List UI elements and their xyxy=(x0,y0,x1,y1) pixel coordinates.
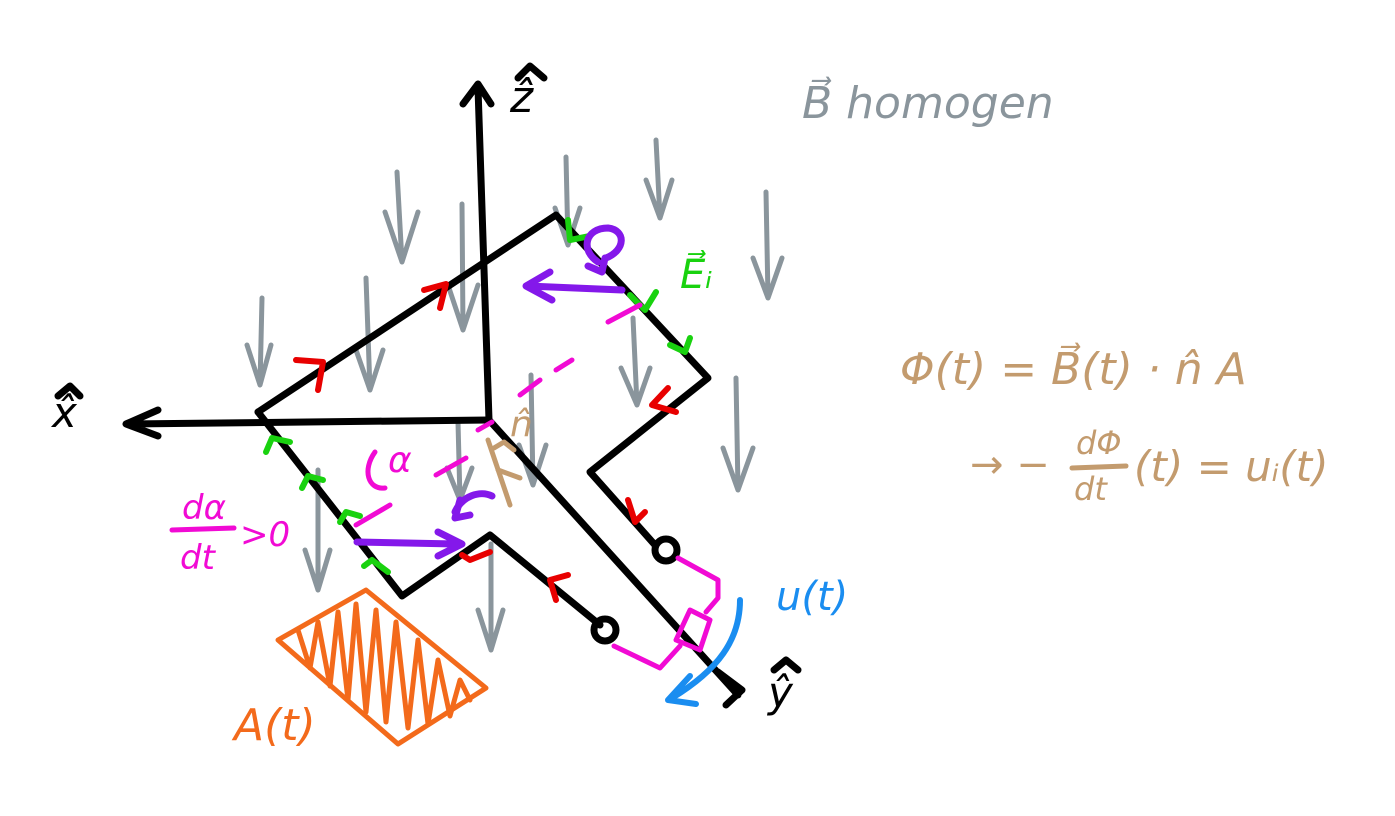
gt-zero-label: >0 xyxy=(240,515,291,555)
chevron-icon xyxy=(667,335,693,355)
down-arrow-icon xyxy=(382,169,421,265)
coordinate-axes xyxy=(122,80,746,709)
conductor-loop xyxy=(254,211,712,645)
chevron-icon xyxy=(459,549,493,563)
angle-construction xyxy=(353,302,643,528)
normal-label: n̂ xyxy=(510,404,533,445)
chevron-icon xyxy=(625,497,648,525)
down-arrow-icon xyxy=(353,275,386,393)
down-arrow-icon xyxy=(475,541,506,653)
chevron-icon xyxy=(421,281,449,311)
z-axis xyxy=(459,80,495,424)
field-label: B⃗ homogen xyxy=(802,78,1054,129)
load-resistor xyxy=(611,555,721,671)
chevron-icon xyxy=(627,289,659,313)
chevron-icon xyxy=(337,509,363,525)
rotation-arrows xyxy=(353,224,626,560)
dphi-label: dΦ xyxy=(1076,424,1122,462)
induced-field-label: E⃗ᵢ xyxy=(680,252,713,298)
axis-label-x: x̂ xyxy=(52,388,77,437)
normal-vector xyxy=(485,437,523,508)
induced-field-arrows xyxy=(263,217,693,575)
velocity-arrow-top xyxy=(522,268,626,304)
terminal-circle-icon xyxy=(651,535,681,565)
y-hat xyxy=(770,656,802,674)
down-arrow-icon xyxy=(750,189,785,301)
area-label: A(t) xyxy=(234,700,316,751)
angle-arc xyxy=(365,449,388,491)
current-direction-arrows xyxy=(293,281,679,603)
x-axis xyxy=(122,406,493,440)
down-arrow-icon xyxy=(244,295,274,388)
axis-label-y: ŷ xyxy=(768,668,793,717)
axis-label-z: ẑ xyxy=(510,72,534,123)
curved-arrow-icon xyxy=(451,490,496,522)
induction-rhs: (t) = uᵢ(t) xyxy=(1134,442,1329,491)
chevron-icon xyxy=(293,357,326,393)
chevron-icon xyxy=(361,557,391,575)
down-arrow-icon xyxy=(445,201,481,333)
down-arrow-icon xyxy=(643,137,675,221)
flux-equation: Φ(t) = B⃗(t) · n̂ A xyxy=(900,344,1247,395)
angle-label: α xyxy=(388,440,412,481)
dalpha-label: dα xyxy=(182,488,226,528)
z-hat xyxy=(514,62,548,82)
voltage-arrow xyxy=(665,597,743,707)
chevron-icon xyxy=(565,217,593,243)
chevron-icon xyxy=(299,473,326,491)
magnetic-field-arrows xyxy=(244,137,785,653)
curved-arrow-icon xyxy=(583,224,625,276)
down-arrow-icon xyxy=(720,375,756,493)
chevron-icon xyxy=(649,385,679,415)
dt-label: dt xyxy=(180,538,215,578)
dt-label-2: dt xyxy=(1074,470,1107,508)
chevron-icon xyxy=(547,572,571,603)
dalpha-dt-bar xyxy=(169,525,237,533)
x-hat xyxy=(54,382,84,400)
chevron-icon xyxy=(263,435,293,455)
area-patch xyxy=(275,587,489,747)
dphi-dt-bar xyxy=(1069,463,1129,471)
terminal-circle-icon xyxy=(590,615,620,645)
induction-prefix: → − xyxy=(970,442,1050,488)
velocity-arrow-bottom xyxy=(353,528,466,560)
voltage-label: u(t) xyxy=(776,574,849,620)
down-arrow-icon xyxy=(618,315,653,408)
